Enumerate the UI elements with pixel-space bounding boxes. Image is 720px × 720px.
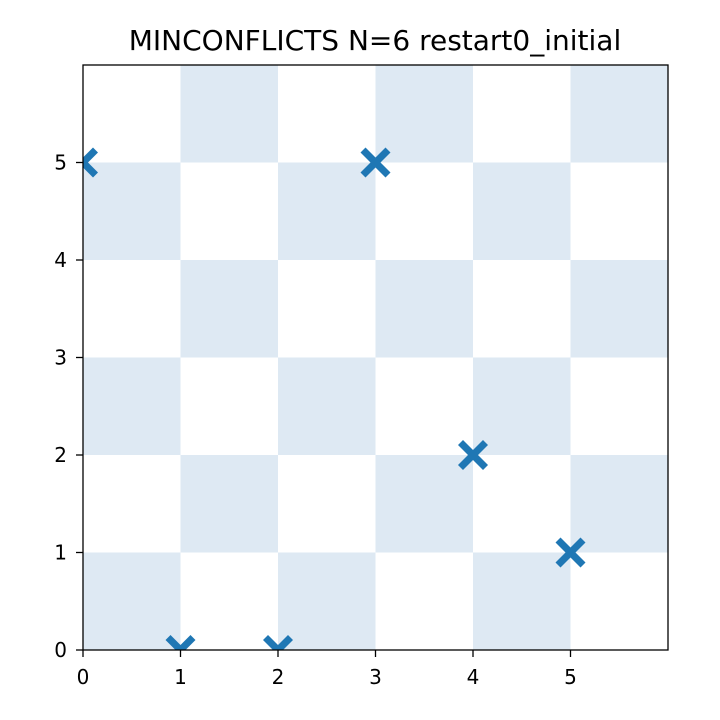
board-square: [570, 552, 668, 650]
board-square: [278, 65, 376, 163]
queen-marker: [165, 635, 196, 650]
board-square: [278, 260, 376, 358]
y-tick-label: 4: [54, 248, 67, 272]
board-square: [375, 260, 473, 358]
queen-marker: [555, 537, 586, 568]
chart-title: MINCONFLICTS N=6 restart0_initial: [129, 24, 621, 57]
x-tick-label: 0: [77, 665, 90, 689]
board-square: [570, 357, 668, 455]
y-tick-label: 3: [54, 346, 67, 370]
queen-markers: [83, 147, 586, 650]
x-tick-label: 5: [564, 665, 577, 689]
y-tick-label: 2: [54, 443, 67, 467]
board-square: [473, 552, 571, 650]
queen-marker: [458, 440, 488, 470]
checkerboard: [83, 65, 668, 650]
board-square: [180, 162, 278, 260]
y-tick-label: 5: [54, 151, 67, 175]
queen-marker: [83, 147, 98, 178]
board-square: [180, 455, 278, 553]
board-square: [473, 357, 571, 455]
board-square: [180, 552, 278, 650]
queen-marker: [263, 635, 293, 650]
board-square: [83, 455, 181, 553]
board-square: [375, 162, 473, 260]
queen-marker: [360, 147, 391, 178]
y-tick-label: 0: [54, 638, 67, 662]
x-tick-label: 4: [467, 665, 480, 689]
axis-ticks: 0 1 2 3 4 5 0 1 2 3 4 5: [54, 151, 577, 690]
board-square: [375, 455, 473, 553]
x-tick-label: 1: [174, 665, 187, 689]
board-square: [570, 455, 668, 553]
board-square: [278, 162, 376, 260]
board-square: [473, 65, 571, 163]
y-tick-label: 1: [54, 541, 67, 565]
board-square: [473, 162, 571, 260]
board-square: [180, 65, 278, 163]
board-square: [83, 65, 181, 163]
board-square: [278, 455, 376, 553]
board-square: [83, 357, 181, 455]
board-square: [570, 162, 668, 260]
x-tick-label: 3: [369, 665, 382, 689]
board-square: [180, 260, 278, 358]
board-square: [375, 65, 473, 163]
board-square: [375, 357, 473, 455]
board-square: [83, 162, 181, 260]
board-square: [375, 552, 473, 650]
board-square: [180, 357, 278, 455]
board-square: [83, 260, 181, 358]
board-square: [473, 260, 571, 358]
board-square: [570, 65, 668, 163]
board-square: [473, 455, 571, 553]
x-tick-label: 2: [272, 665, 285, 689]
board-square: [570, 260, 668, 358]
board-square: [83, 552, 181, 650]
board-square: [278, 357, 376, 455]
board-square: [278, 552, 376, 650]
